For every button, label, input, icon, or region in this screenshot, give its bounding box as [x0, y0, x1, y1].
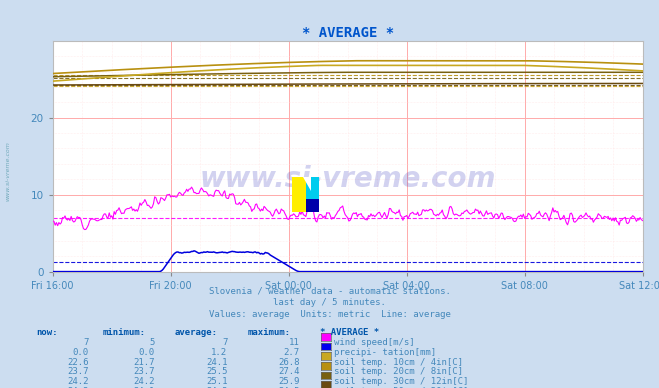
Text: 25.5: 25.5 [206, 367, 227, 376]
Text: * AVERAGE *: * AVERAGE * [320, 328, 379, 337]
Text: 7: 7 [84, 338, 89, 347]
Text: now:: now: [36, 328, 58, 337]
Text: maximum:: maximum: [247, 328, 290, 337]
Text: average:: average: [175, 328, 217, 337]
Text: 24.3: 24.3 [206, 387, 227, 388]
Text: 27.4: 27.4 [278, 367, 300, 376]
Text: 0.0: 0.0 [139, 348, 155, 357]
Bar [306, 177, 320, 199]
Text: minimum:: minimum: [102, 328, 145, 337]
Text: Slovenia / weather data - automatic stations.: Slovenia / weather data - automatic stat… [208, 286, 451, 295]
Text: precipi- tation[mm]: precipi- tation[mm] [334, 348, 436, 357]
Text: 25.1: 25.1 [206, 377, 227, 386]
Text: 22.6: 22.6 [67, 358, 89, 367]
Text: www.si-vreme.com: www.si-vreme.com [5, 141, 11, 201]
Text: 1.2: 1.2 [212, 348, 227, 357]
Text: wind speed[m/s]: wind speed[m/s] [334, 338, 415, 347]
Text: last day / 5 minutes.: last day / 5 minutes. [273, 298, 386, 307]
Text: 21.7: 21.7 [133, 358, 155, 367]
Text: 2.7: 2.7 [284, 348, 300, 357]
Text: 24.1: 24.1 [133, 387, 155, 388]
Text: 7: 7 [222, 338, 227, 347]
Text: 24.5: 24.5 [278, 387, 300, 388]
Text: 0.0: 0.0 [73, 348, 89, 357]
Text: 5: 5 [150, 338, 155, 347]
Bar [306, 199, 320, 211]
Polygon shape [303, 177, 311, 191]
Text: soil temp. 30cm / 12in[C]: soil temp. 30cm / 12in[C] [334, 377, 469, 386]
Text: www.si-vreme.com: www.si-vreme.com [200, 165, 496, 193]
Text: soil temp. 10cm / 4in[C]: soil temp. 10cm / 4in[C] [334, 358, 463, 367]
Text: 26.8: 26.8 [278, 358, 300, 367]
Text: Values: average  Units: metric  Line: average: Values: average Units: metric Line: aver… [208, 310, 451, 319]
Text: 24.1: 24.1 [206, 358, 227, 367]
Text: 24.2: 24.2 [67, 377, 89, 386]
Text: 24.2: 24.2 [67, 387, 89, 388]
Text: 11: 11 [289, 338, 300, 347]
Title: * AVERAGE *: * AVERAGE * [302, 26, 393, 40]
Text: soil temp. 20cm / 8in[C]: soil temp. 20cm / 8in[C] [334, 367, 463, 376]
Text: soil temp. 50cm / 20in[C]: soil temp. 50cm / 20in[C] [334, 387, 469, 388]
Text: 25.9: 25.9 [278, 377, 300, 386]
Text: 23.7: 23.7 [133, 367, 155, 376]
Text: 24.2: 24.2 [133, 377, 155, 386]
Text: 23.7: 23.7 [67, 367, 89, 376]
Bar [293, 177, 306, 211]
